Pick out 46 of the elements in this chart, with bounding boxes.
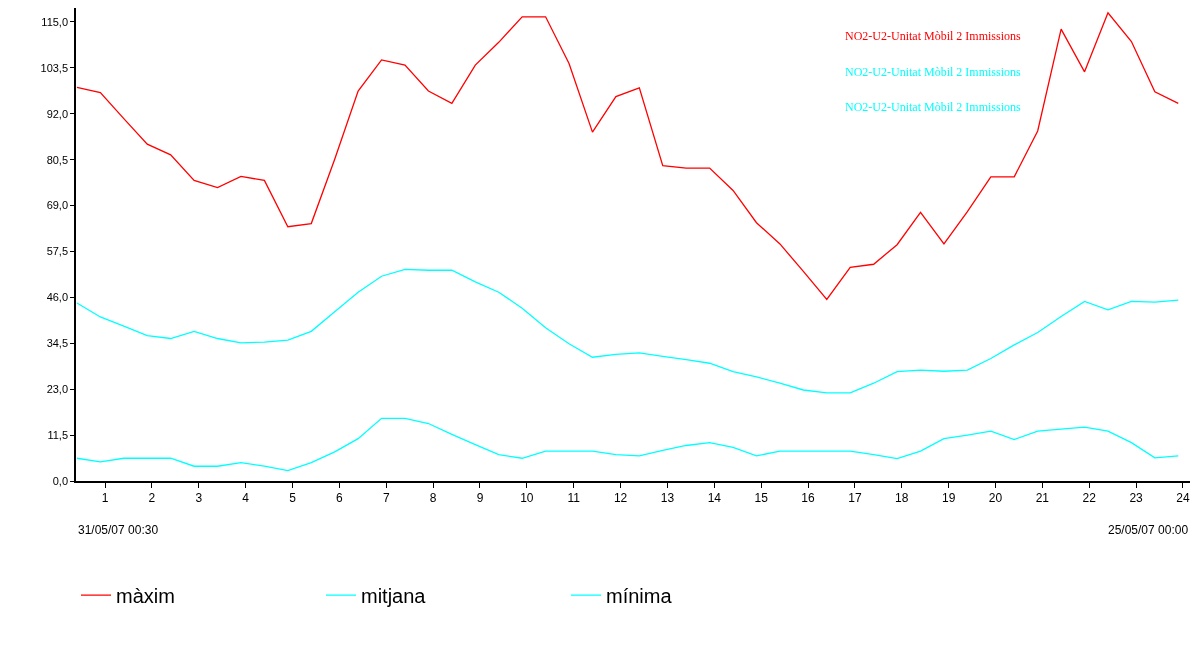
x-tick-label: 5 <box>289 491 297 506</box>
x-tick-label: 1 <box>101 491 109 506</box>
x-tick-label: 24 <box>1176 491 1190 506</box>
text: 25/05/07 00:00 <box>1108 523 1189 537</box>
y-tick-label: 46,0 <box>46 291 69 304</box>
x-tick-label: 21 <box>1035 491 1050 506</box>
x-tick-label: 8 <box>429 491 437 506</box>
legend-label: mínima <box>606 584 673 607</box>
line-series <box>76 268 1179 394</box>
x-tick-label: 15 <box>754 491 769 506</box>
x-tick-label: 6 <box>336 491 344 506</box>
y-tick-label: 69,0 <box>46 199 69 212</box>
x-tick-label: 22 <box>1082 491 1097 506</box>
x-tick-label: 12 <box>613 491 628 506</box>
legend-label: mitjana <box>361 584 427 607</box>
x-tick-label: 3 <box>195 491 203 506</box>
line-series <box>76 417 1179 472</box>
x-tick-label: 9 <box>476 491 484 506</box>
y-tick-label: 115,0 <box>41 15 69 28</box>
x-tick-label: 17 <box>848 491 862 506</box>
x-tick-label: 7 <box>382 491 390 506</box>
y-tick-label: 80,5 <box>46 153 69 166</box>
annotation: NO2-U2-Unitat Mòbil 2 Immissions <box>845 29 1021 43</box>
x-tick-label: 10 <box>520 491 534 506</box>
y-tick-label: 92,0 <box>46 107 69 120</box>
x-tick-label: 23 <box>1129 491 1144 506</box>
x-tick-label: 14 <box>707 491 722 506</box>
annotation: NO2-U2-Unitat Mòbil 2 Immissions <box>845 100 1021 114</box>
x-tick-label: 13 <box>660 491 675 506</box>
x-tick-label: 18 <box>895 491 909 506</box>
x-tick-label: 2 <box>148 491 156 506</box>
line-series <box>76 12 1179 301</box>
x-tick-label: 11 <box>567 491 581 506</box>
y-tick-label: 103,5 <box>40 61 69 74</box>
text: 31/05/07 00:30 <box>78 523 159 537</box>
x-tick-label: 16 <box>801 491 816 506</box>
y-tick-label: 0,0 <box>52 474 69 487</box>
y-tick-label: 11,5 <box>47 428 69 441</box>
legend-label: màxim <box>116 584 175 607</box>
x-tick-label: 19 <box>941 491 956 506</box>
annotation: NO2-U2-Unitat Mòbil 2 Immissions <box>845 65 1021 79</box>
x-tick-label: 20 <box>988 491 1003 506</box>
y-tick-label: 34,5 <box>46 337 69 350</box>
x-tick-label: 4 <box>242 491 250 506</box>
y-tick-label: 23,0 <box>46 383 69 396</box>
y-tick-label: 57,5 <box>46 245 69 258</box>
